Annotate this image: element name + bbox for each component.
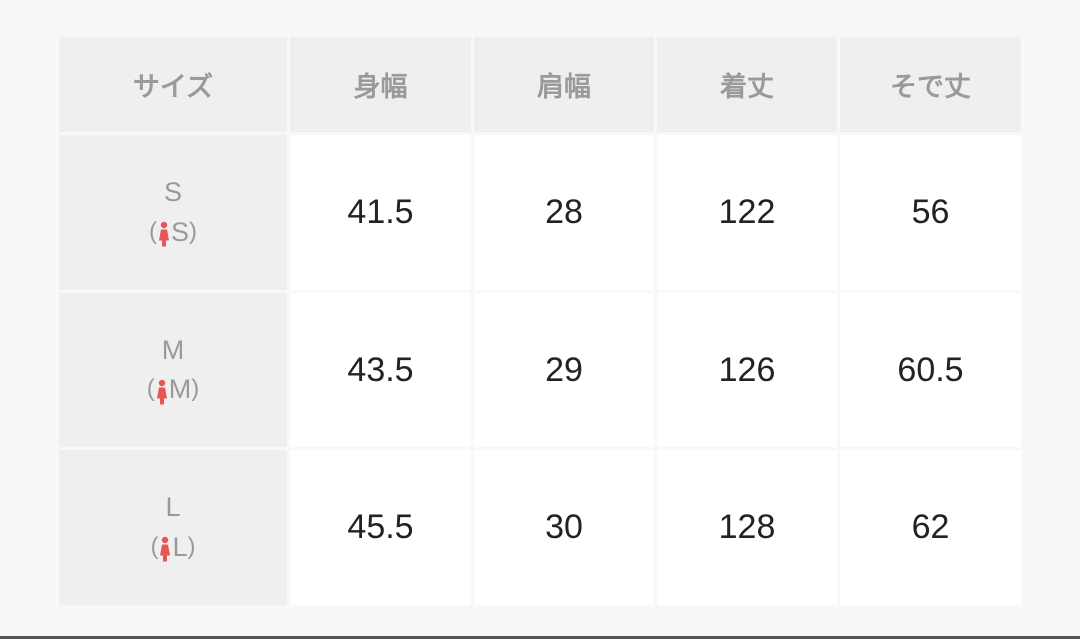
column-header: そで丈 [840,37,1021,132]
woman-icon [158,219,170,247]
measurement-cell: 128 [657,450,837,605]
paren-open: ( [148,217,157,245]
size-label: M [161,334,185,365]
measurement-cell: 56 [840,135,1021,290]
size-cell: S(S) [59,135,287,290]
ladies-size-label: S [170,216,189,247]
ladies-size-label: M [168,374,192,404]
column-header: 肩幅 [474,37,654,132]
measurement-cell: 29 [474,293,654,447]
measurement-cell: 28 [474,135,654,290]
measurement-cell: 62 [840,450,1021,605]
measurement-cell: 43.5 [290,293,471,447]
ladies-size-label: L [172,531,188,562]
paren-close: ) [189,217,197,245]
size-cell: M(M) [59,293,287,447]
measurement-cell: 45.5 [290,450,471,605]
size-label: L [165,492,181,523]
column-header: サイズ [59,37,287,132]
paren-close: ) [187,532,196,560]
ladies-size: ( S) [149,213,197,252]
ladies-size: ( M) [146,370,200,409]
woman-icon [159,534,171,562]
column-header: 着丈 [657,37,837,132]
measurement-cell: 122 [657,135,837,290]
size-table: サイズ 身幅 肩幅 着丈 そで丈 S(S) 41.5 28 122 56 M(M) 43.5 29 126… [59,37,1021,605]
measurement-cell: 60.5 [840,293,1021,447]
measurement-cell: 126 [657,293,837,447]
bottom-divider [0,636,1080,639]
measurement-cell: 30 [474,450,654,605]
column-header: 身幅 [290,37,471,132]
paren-open: ( [150,532,159,560]
size-cell: L(L) [59,450,287,605]
ladies-size: ( L) [150,528,196,567]
woman-icon [156,377,168,405]
measurement-cell: 41.5 [290,135,471,290]
size-label: S [163,177,182,208]
paren-open: ( [146,375,155,403]
paren-close: ) [191,375,200,403]
